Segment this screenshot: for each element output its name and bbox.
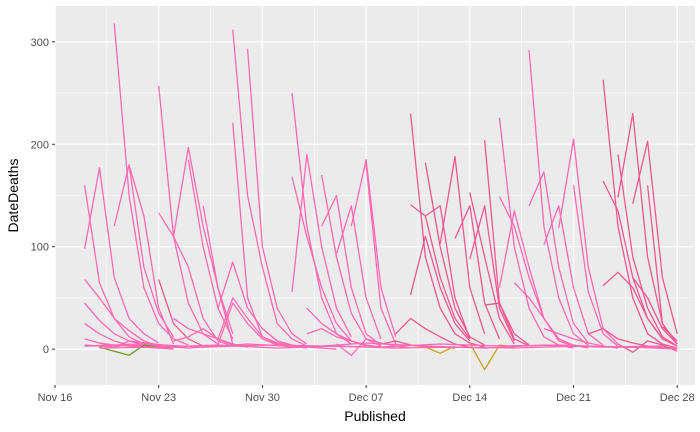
x-tick-label: Nov 23 <box>141 392 176 404</box>
series-line-48 <box>483 140 530 347</box>
series-line-59 <box>528 171 589 344</box>
series-layer <box>83 23 678 371</box>
series-line-35 <box>365 164 397 345</box>
series-line-30 <box>291 153 352 338</box>
series-line-73 <box>588 328 678 349</box>
series-line-23 <box>246 48 308 345</box>
series-line-57 <box>513 282 574 347</box>
x-axis-title: Published <box>344 408 406 424</box>
series-line-39 <box>409 113 485 348</box>
y-axis: 0 100 200 300 <box>31 37 55 356</box>
x-tick-label: Dec 07 <box>349 392 384 404</box>
series-line-47 <box>469 205 515 342</box>
series-line-56 <box>498 210 574 347</box>
series-line-49 <box>484 302 530 346</box>
series-line-61 <box>558 138 619 345</box>
series-line-31 <box>321 174 382 347</box>
y-tick-label: 300 <box>31 37 49 49</box>
series-line-64 <box>602 79 678 349</box>
series-line-58 <box>528 49 589 346</box>
series-line-66 <box>602 271 678 347</box>
series-line-12 <box>99 344 159 356</box>
series-line-62 <box>572 185 619 347</box>
series-line-33 <box>335 205 382 340</box>
series-line-74 <box>617 340 678 353</box>
y-tick-label: 200 <box>31 139 49 151</box>
series-line-37 <box>306 328 382 348</box>
series-line-18 <box>202 205 234 345</box>
series-line-22 <box>232 29 308 347</box>
series-line-41 <box>409 235 471 342</box>
x-tick-label: Dec 21 <box>556 392 591 404</box>
series-line-46 <box>469 192 515 345</box>
y-axis-title: DateDeaths <box>5 159 21 233</box>
series-line-5 <box>128 164 175 345</box>
series-line-72 <box>661 326 678 342</box>
series-line-20 <box>173 328 234 346</box>
x-tick-label: Nov 16 <box>38 392 73 404</box>
y-tick-label: 100 <box>31 242 49 254</box>
series-line-67 <box>617 154 678 347</box>
series-line-69 <box>632 140 678 334</box>
series-line-43 <box>425 205 471 340</box>
series-line-40 <box>410 204 471 340</box>
x-tick-label: Dec 14 <box>452 392 487 404</box>
series-line-70 <box>646 185 678 345</box>
series-line-32 <box>321 194 382 346</box>
series-line-15 <box>158 212 233 347</box>
y-tick-label: 0 <box>43 344 49 356</box>
series-line-16 <box>172 146 234 334</box>
x-tick-label: Dec 28 <box>660 392 695 404</box>
series-line-2 <box>83 167 160 344</box>
x-tick-label: Nov 30 <box>245 392 280 404</box>
series-line-42 <box>424 162 485 346</box>
series-line-6 <box>84 279 159 347</box>
series-line-34 <box>350 159 397 338</box>
series-line-77 <box>128 340 663 349</box>
series-line-28 <box>291 92 352 345</box>
series-line-71 <box>632 277 678 345</box>
series-line-13 <box>158 279 204 347</box>
series-line-45 <box>454 205 501 340</box>
grid-minor <box>55 6 695 385</box>
series-line-60 <box>543 205 604 346</box>
series-line-14 <box>158 85 219 345</box>
x-axis: Nov 16 Nov 23 Nov 30 Dec 07 Dec 14 Dec 21 Dec … <box>38 385 695 404</box>
